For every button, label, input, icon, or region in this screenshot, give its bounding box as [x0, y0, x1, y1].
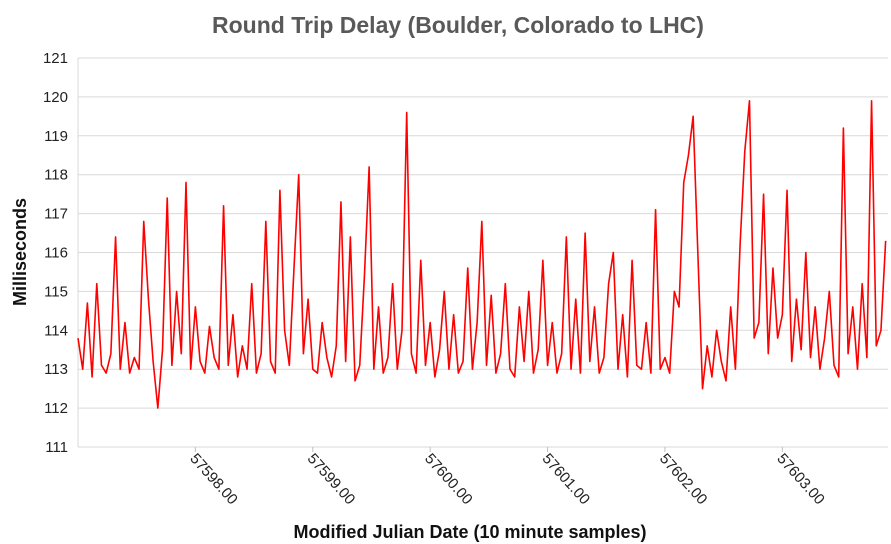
x-tick-label: 57599.00: [304, 450, 359, 508]
y-tick-label: 115: [44, 283, 68, 300]
data-line: [77, 99, 887, 409]
y-tick-label: 121: [43, 50, 68, 67]
y-axis-title: Milliseconds: [10, 198, 30, 306]
x-tick-label: 57598.00: [186, 450, 241, 508]
chart-title: Round Trip Delay (Boulder, Colorado to L…: [212, 12, 704, 38]
y-tick-label: 117: [44, 206, 68, 223]
y-tick-label: 114: [44, 322, 68, 339]
y-tick-label: 116: [44, 245, 68, 262]
x-axis-title: Modified Julian Date (10 minute samples): [293, 522, 646, 542]
x-tick-label: 57601.00: [539, 450, 594, 508]
y-tick-label: 112: [44, 400, 68, 417]
y-tick-label: 111: [45, 439, 68, 456]
y-tick-label: 120: [43, 89, 68, 106]
y-tick-label: 119: [44, 128, 68, 145]
y-tick-label: 118: [44, 167, 68, 184]
y-tick-label: 113: [44, 361, 68, 378]
x-tick-label: 57602.00: [656, 450, 711, 508]
x-tick-label: 57603.00: [773, 450, 828, 508]
x-tick-label: 57600.00: [421, 450, 476, 508]
